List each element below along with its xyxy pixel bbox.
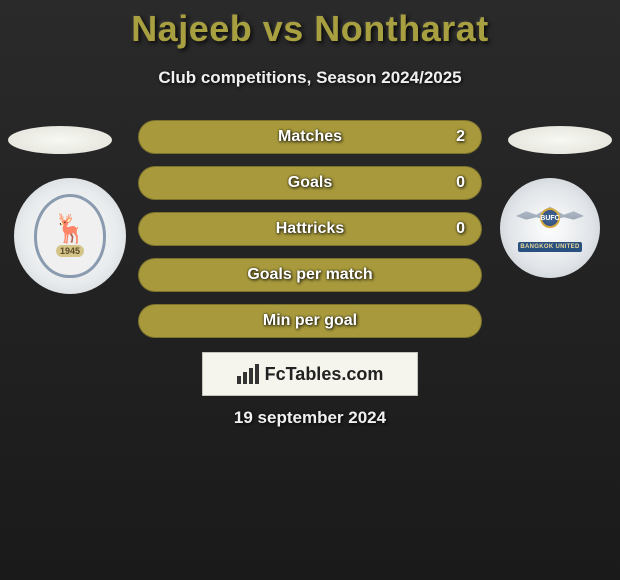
stat-row-matches: Matches 2	[138, 120, 482, 154]
stat-value: 0	[456, 220, 465, 238]
founded-year: 1945	[56, 245, 84, 257]
snapshot-date: 19 september 2024	[0, 408, 620, 428]
stat-row-goals: Goals 0	[138, 166, 482, 200]
stat-label: Hattricks	[276, 220, 344, 238]
player-photo-placeholder-left	[8, 126, 112, 154]
shield-emblem: 🦌 1945	[34, 194, 106, 278]
club-logo-right: BUFC BANGKOK UNITED	[500, 178, 600, 278]
attribution-text: FcTables.com	[265, 364, 384, 385]
stat-row-hattricks: Hattricks 0	[138, 212, 482, 246]
stat-row-min-per-goal: Min per goal	[138, 304, 482, 338]
stat-row-goals-per-match: Goals per match	[138, 258, 482, 292]
stats-list: Matches 2 Goals 0 Hattricks 0 Goals per …	[138, 120, 482, 350]
stat-label: Goals per match	[247, 266, 372, 284]
attribution-box[interactable]: FcTables.com	[202, 352, 418, 396]
player-photo-placeholder-right	[508, 126, 612, 154]
stat-label: Min per goal	[263, 312, 357, 330]
comparison-title: Najeeb vs Nontharat	[0, 0, 620, 50]
center-roundel: BUFC	[540, 208, 560, 228]
stat-value: 2	[456, 128, 465, 146]
deer-icon: 🦌	[53, 215, 88, 243]
club-logo-left: 🦌 1945	[14, 178, 126, 294]
stat-value: 0	[456, 174, 465, 192]
stat-label: Matches	[278, 128, 342, 146]
season-subtitle: Club competitions, Season 2024/2025	[0, 68, 620, 88]
bar-chart-icon	[237, 364, 259, 384]
stat-label: Goals	[288, 174, 332, 192]
wings-emblem: BUFC	[516, 204, 584, 244]
